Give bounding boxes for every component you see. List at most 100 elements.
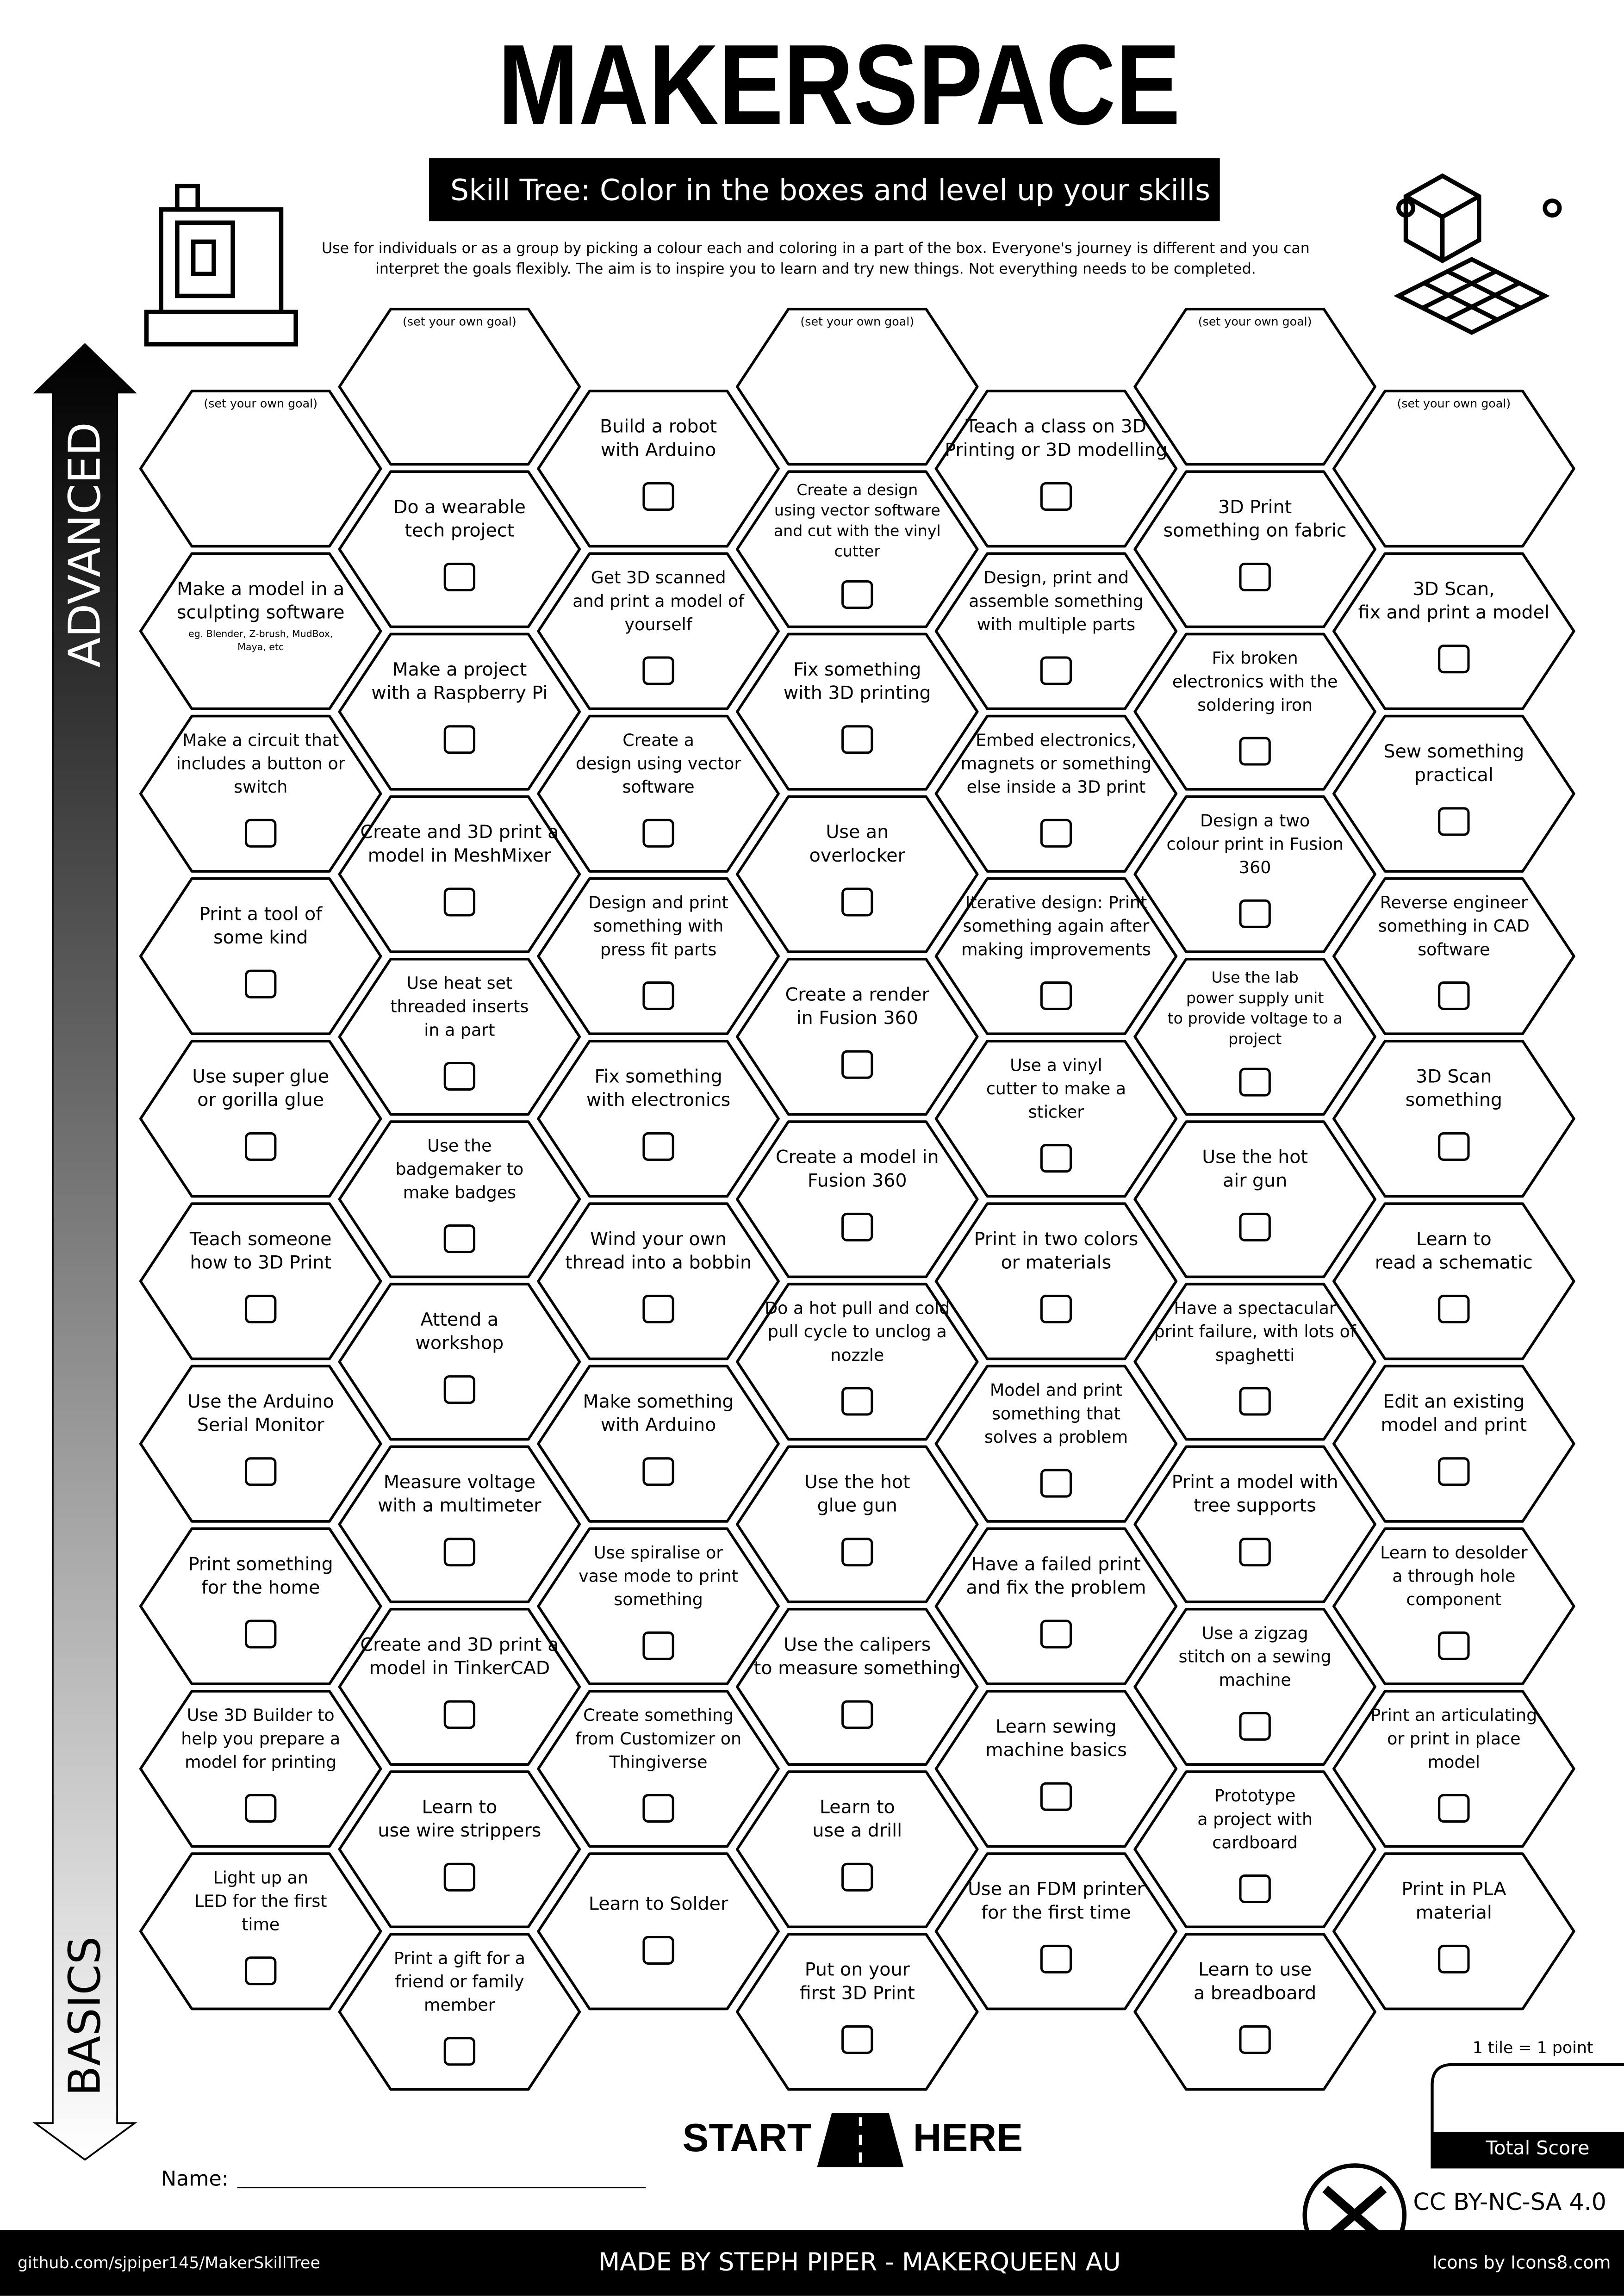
tile-icon [1040, 981, 1072, 1010]
tile-text: 360 [1239, 857, 1271, 877]
tile-text: cutter to make a [986, 1079, 1126, 1098]
tile-text: threaded inserts [390, 997, 529, 1017]
tile-text: model in MeshMixer [368, 845, 552, 866]
tile-icon [1040, 1620, 1072, 1649]
skill-tile [338, 795, 581, 953]
repo-link: github.com/sjpiper145/MakerSkillTree [18, 2254, 320, 2272]
tile-text: stitch on a sewing [1179, 1647, 1332, 1667]
tile-text: use a drill [812, 1820, 902, 1841]
skill-tile [735, 633, 979, 791]
score-label-bar [1432, 2132, 1624, 2167]
tile-icon [245, 1956, 277, 1986]
skill-tile [934, 1365, 1178, 1523]
tile-text: press fit parts [600, 939, 716, 959]
score-note: 1 tile = 1 point [1473, 2039, 1593, 2057]
tile-text: with multiple parts [977, 614, 1135, 634]
tile-note: eg. Blender, Z-brush, MudBox, [188, 628, 333, 639]
tile-text: Learn to desolder [1380, 1543, 1528, 1563]
tile-text: read a schematic [1375, 1252, 1533, 1273]
skill-tile [139, 552, 382, 710]
tile-icon [1438, 1794, 1470, 1823]
skill-tile [934, 1852, 1178, 2011]
tile-text: Create a design [796, 481, 918, 499]
tile-icon [841, 2025, 873, 2054]
tile-text: power supply unit [1186, 989, 1324, 1007]
tile-icon [443, 1538, 476, 1567]
tile-icon [443, 725, 476, 754]
tile-text: Fix something [793, 659, 921, 680]
tile-icon [443, 1700, 476, 1729]
tile-text: with a Raspberry Pi [371, 683, 548, 704]
tile-text: Get 3D scanned [591, 568, 726, 588]
tile-note: (set your own goal) [1397, 397, 1511, 410]
tile-icon [1239, 1067, 1271, 1097]
tile-icon [1040, 1944, 1072, 1973]
tile-text: Use the calipers [784, 1634, 931, 1655]
tile-text: Print in PLA [1401, 1879, 1506, 1900]
cube-grid-icon [1394, 173, 1562, 335]
tile-text: software [1418, 939, 1490, 959]
tile-text: yourself [625, 614, 693, 634]
skill-tile [338, 957, 581, 1116]
tile-text: some kind [213, 927, 308, 948]
skill-tile [139, 877, 382, 1036]
skill-tile [139, 1365, 382, 1523]
skill-tile [1133, 1770, 1376, 1929]
tile-text: help you prepare a [181, 1729, 340, 1749]
tile-text: for the home [201, 1577, 320, 1598]
license: CC BY-NC-SA 4.0 [1413, 2188, 1606, 2215]
tile-text: cardboard [1212, 1832, 1298, 1852]
tile-text: tree supports [1194, 1495, 1316, 1516]
tile-text: Build a robot [600, 416, 717, 437]
tile-text: Use an FDM printer [968, 1879, 1145, 1900]
tile-icon [841, 887, 873, 917]
skill-tile [1332, 1852, 1575, 2011]
tile-icon [1040, 819, 1072, 848]
intro-line: Use for individuals or as a group by pic… [322, 240, 1310, 257]
tile-text: Reverse engineer [1380, 893, 1528, 912]
tile-text: Make something [583, 1391, 734, 1412]
tile-text: Create something [583, 1705, 734, 1725]
tile-text: model for printing [185, 1752, 336, 1772]
skill-tile [1332, 1202, 1575, 1360]
skill-tile [735, 1933, 979, 2091]
tile-text: with electronics [586, 1089, 730, 1111]
skill-tile [1332, 1527, 1575, 1685]
tile-icon [245, 1620, 277, 1649]
tile-text: Use the [427, 1136, 492, 1155]
tile-text: time [242, 1915, 280, 1935]
tile-text: Do a hot pull and cold [765, 1298, 950, 1318]
tile-icon [642, 1295, 674, 1324]
tile-icon [443, 2037, 476, 2066]
tile-icon [1040, 1295, 1072, 1324]
tile-text: friend or family [395, 1972, 524, 1992]
tile-text: or materials [1001, 1252, 1112, 1273]
skill-tile [1133, 470, 1376, 628]
tile-text: Use the Arduino [187, 1391, 334, 1412]
tile-text: overlocker [809, 845, 906, 866]
skill-tile [934, 552, 1178, 710]
tile-text: Learn to [1416, 1229, 1492, 1250]
tile-text: Create a [622, 730, 694, 750]
intro-line: interpret the goals flexibly. The aim is… [375, 261, 1256, 278]
tile-text: Make a project [392, 659, 527, 680]
skill-tile [735, 1120, 979, 1278]
tile-text: something in CAD [1378, 916, 1530, 936]
printer-icon [144, 184, 298, 347]
tile-note: (set your own goal) [1198, 315, 1312, 328]
skill-tile [537, 1365, 780, 1523]
tile-text: Learn to Solder [589, 1893, 728, 1914]
tile-text: soldering iron [1197, 695, 1313, 715]
tile-text: Make a circuit that [182, 730, 339, 750]
tile-text: to measure something [754, 1657, 961, 1679]
skill-tile [537, 1527, 780, 1685]
tile-icon [642, 1936, 674, 1965]
skill-tile [537, 1690, 780, 1848]
skill-tile [934, 390, 1178, 548]
tile-icon [841, 1212, 873, 1241]
tile-text: a through hole [1392, 1566, 1515, 1586]
skill-tile [1332, 1365, 1575, 1523]
tile-text: Thingiverse [609, 1752, 708, 1772]
footer-bar [0, 2230, 1624, 2296]
tile-text: badgemaker to [395, 1159, 523, 1179]
